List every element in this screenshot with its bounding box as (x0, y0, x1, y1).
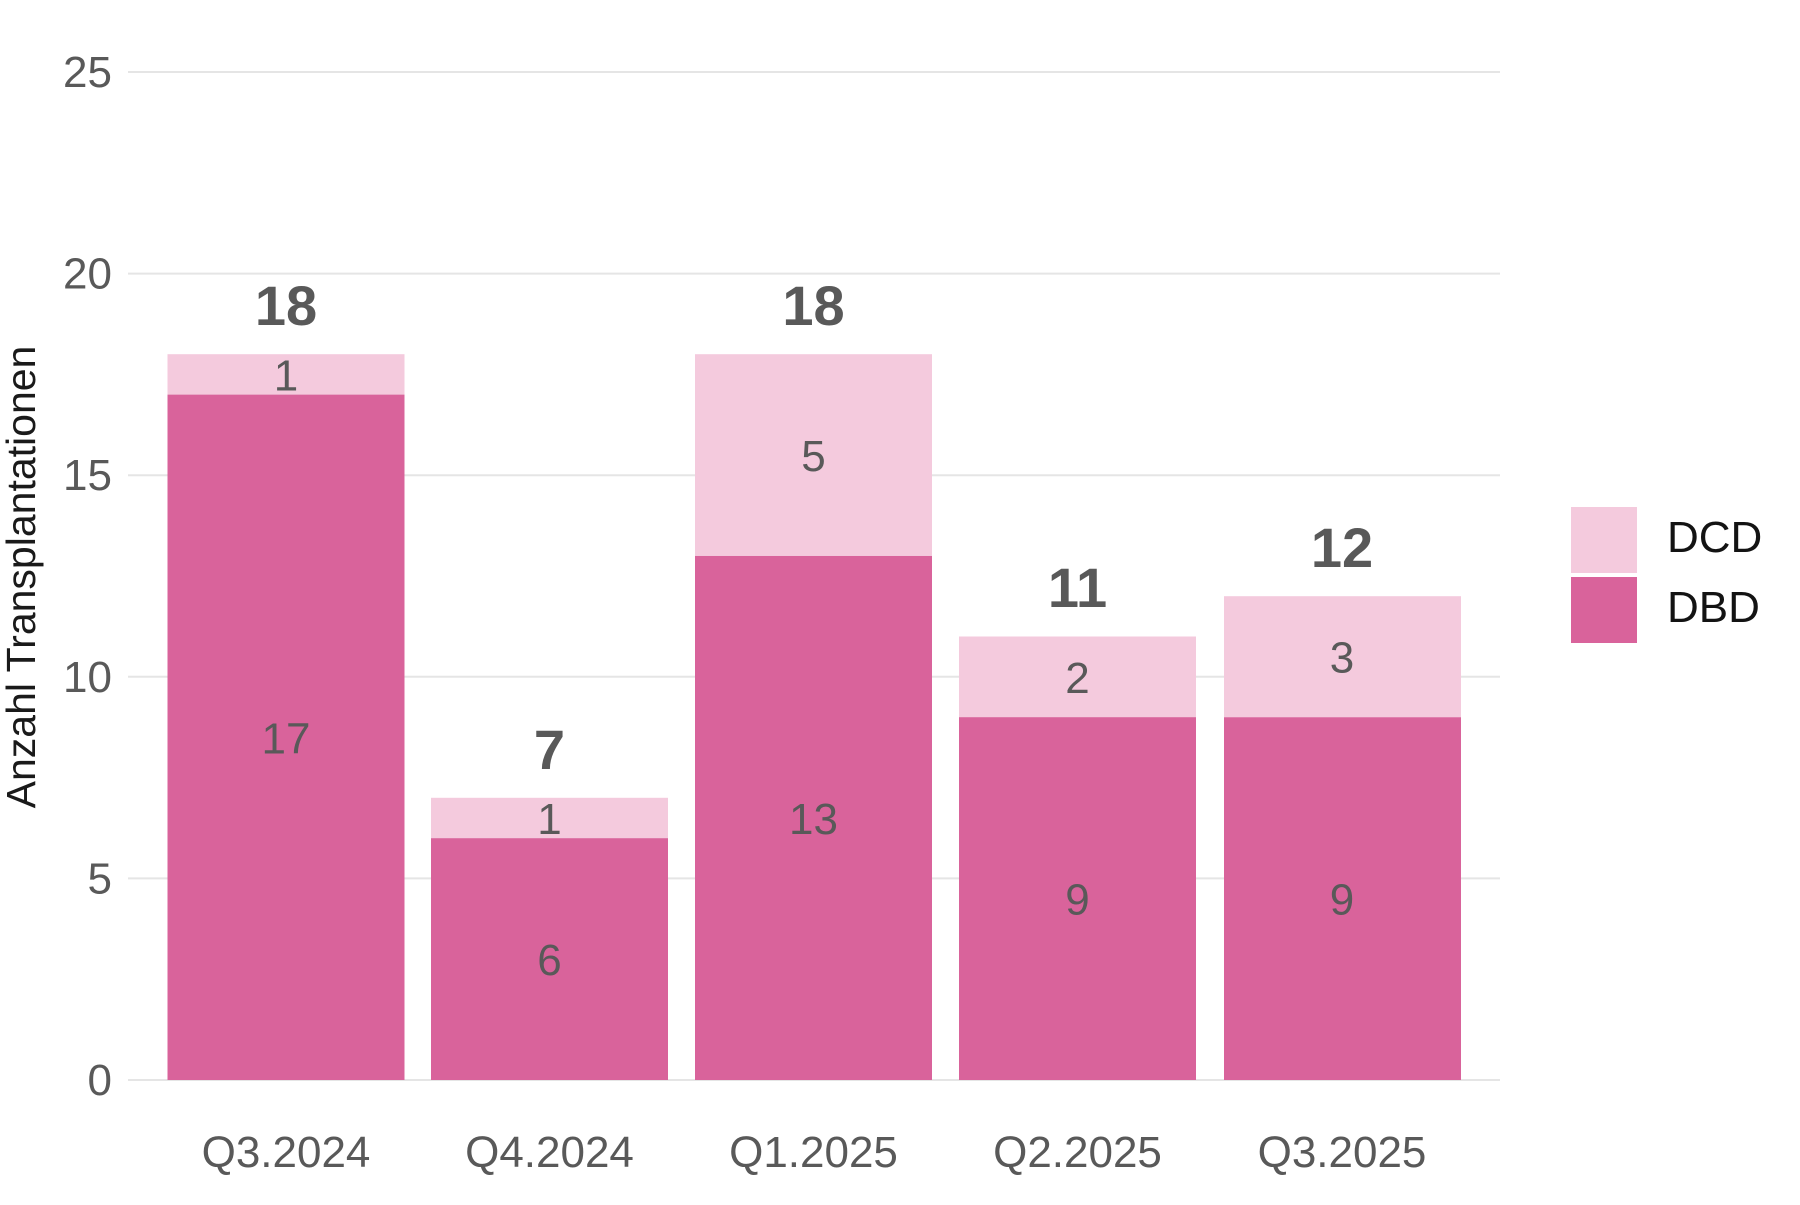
svg-text:2: 2 (1065, 654, 1089, 703)
svg-text:Q3.2024: Q3.2024 (202, 1128, 371, 1177)
svg-text:Anzahl Transplantationen: Anzahl Transplantationen (0, 346, 44, 809)
svg-text:1: 1 (537, 795, 561, 844)
svg-text:Q2.2025: Q2.2025 (993, 1128, 1162, 1177)
svg-text:18: 18 (782, 274, 844, 337)
svg-text:13: 13 (789, 795, 838, 844)
svg-text:DCD: DCD (1667, 513, 1762, 562)
svg-text:11: 11 (1048, 556, 1107, 619)
svg-text:DBD: DBD (1667, 583, 1760, 632)
svg-text:5: 5 (88, 854, 112, 903)
svg-text:Q4.2024: Q4.2024 (465, 1128, 634, 1177)
svg-text:25: 25 (63, 48, 112, 97)
svg-text:20: 20 (63, 250, 112, 299)
svg-text:5: 5 (801, 432, 825, 481)
svg-text:10: 10 (63, 653, 112, 702)
svg-text:1: 1 (274, 351, 298, 400)
svg-text:Q1.2025: Q1.2025 (729, 1128, 898, 1177)
svg-text:9: 9 (1330, 876, 1354, 925)
svg-text:3: 3 (1330, 634, 1354, 683)
svg-text:Q3.2025: Q3.2025 (1258, 1128, 1427, 1177)
svg-text:18: 18 (255, 274, 317, 337)
svg-text:6: 6 (537, 936, 561, 985)
svg-text:17: 17 (262, 714, 311, 763)
svg-text:15: 15 (63, 451, 112, 500)
svg-text:7: 7 (534, 718, 565, 781)
svg-text:12: 12 (1311, 516, 1373, 579)
svg-text:0: 0 (88, 1056, 112, 1105)
svg-text:9: 9 (1065, 876, 1089, 925)
